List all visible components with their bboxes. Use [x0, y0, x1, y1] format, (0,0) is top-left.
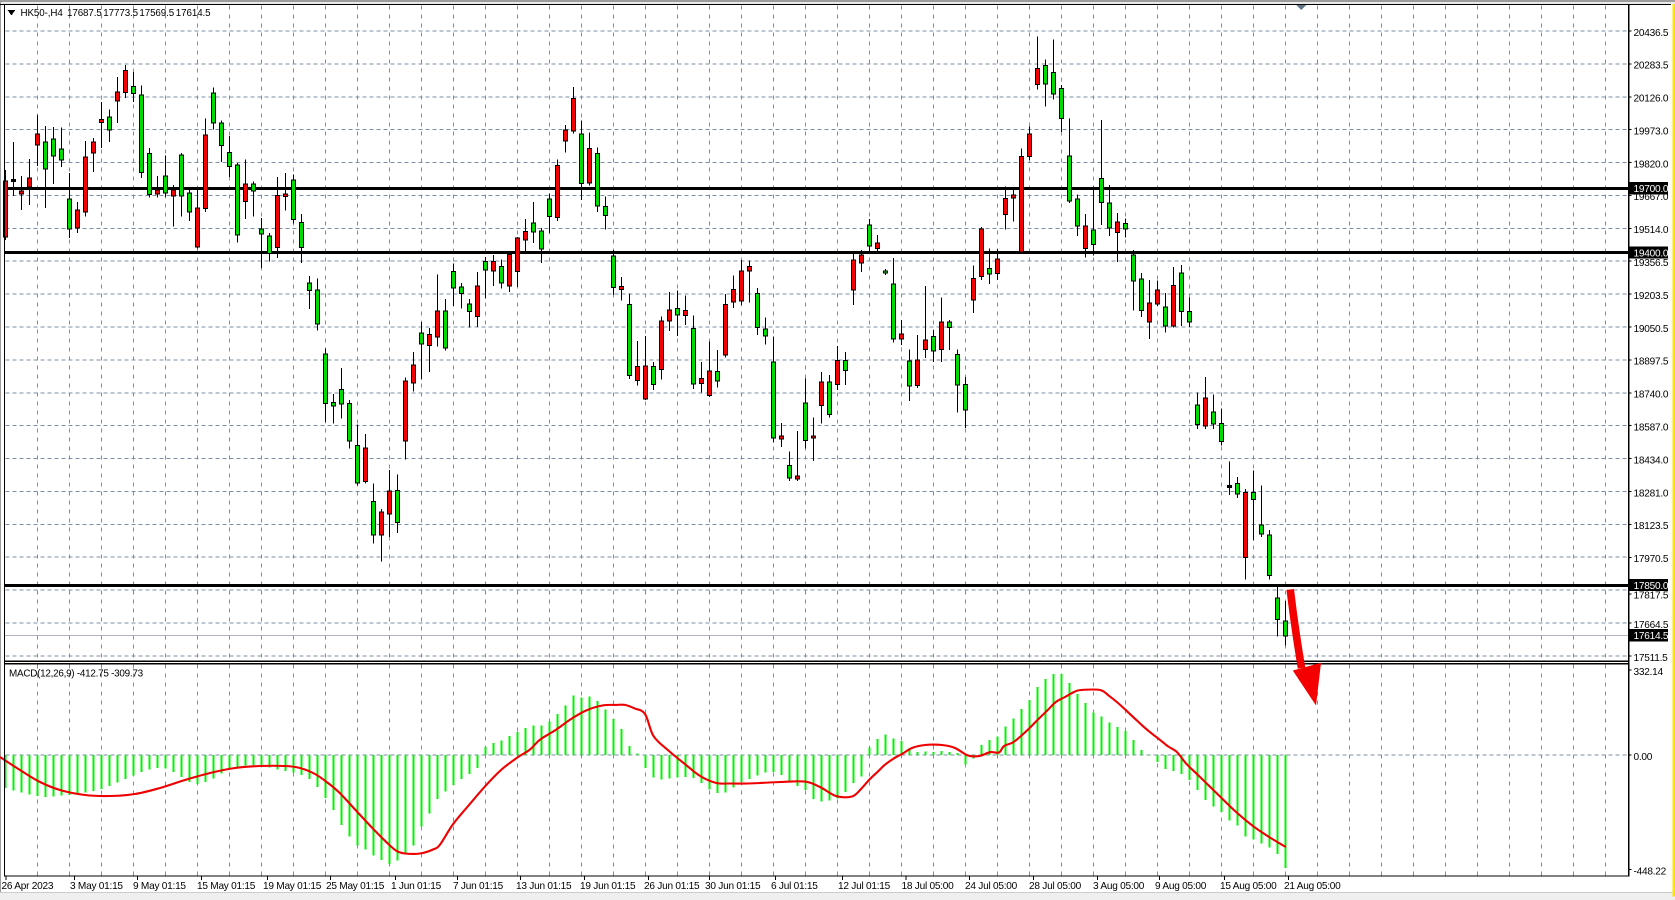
svg-text:19203.5: 19203.5 [1634, 291, 1669, 302]
svg-text:19050.5: 19050.5 [1634, 324, 1669, 335]
svg-text:9 Aug 05:00: 9 Aug 05:00 [1155, 881, 1207, 892]
svg-text:HK50-,H4: HK50-,H4 [21, 8, 64, 19]
svg-text:19514.0: 19514.0 [1634, 225, 1669, 236]
svg-text:19820.0: 19820.0 [1634, 159, 1669, 170]
svg-text:15 Aug 05:00: 15 Aug 05:00 [1220, 881, 1277, 892]
svg-text:26 Apr 2023: 26 Apr 2023 [2, 881, 54, 892]
svg-text:17511.5: 17511.5 [1634, 653, 1669, 664]
svg-text:19 May 01:15: 19 May 01:15 [263, 881, 322, 892]
svg-text:19700.0: 19700.0 [1634, 184, 1669, 195]
svg-text:17970.5: 17970.5 [1634, 554, 1669, 565]
svg-text:-448.22: -448.22 [1634, 866, 1667, 877]
svg-text:12 Jul 01:15: 12 Jul 01:15 [838, 881, 891, 892]
svg-text:18 Jul 05:00: 18 Jul 05:00 [902, 881, 955, 892]
svg-text:17687.5: 17687.5 [67, 8, 102, 19]
svg-text:13 Jun 01:15: 13 Jun 01:15 [516, 881, 572, 892]
svg-text:17569.5: 17569.5 [139, 8, 174, 19]
svg-text:19973.0: 19973.0 [1634, 127, 1669, 138]
svg-text:17614.5: 17614.5 [1634, 631, 1669, 642]
svg-text:332.14: 332.14 [1634, 667, 1664, 678]
svg-text:3 May 01:15: 3 May 01:15 [70, 881, 123, 892]
svg-text:25 May 01:15: 25 May 01:15 [326, 881, 385, 892]
svg-text:MACD(12,26,9) -412.75 -309.73: MACD(12,26,9) -412.75 -309.73 [9, 669, 144, 680]
svg-text:1 Jun 01:15: 1 Jun 01:15 [391, 881, 442, 892]
svg-text:17664.5: 17664.5 [1634, 620, 1669, 631]
svg-text:18434.0: 18434.0 [1634, 455, 1669, 466]
svg-text:24 Jul 05:00: 24 Jul 05:00 [965, 881, 1018, 892]
svg-text:28 Jul 05:00: 28 Jul 05:00 [1029, 881, 1082, 892]
svg-text:19667.0: 19667.0 [1634, 192, 1669, 203]
svg-text:15 May 01:15: 15 May 01:15 [197, 881, 256, 892]
svg-text:20126.0: 20126.0 [1634, 94, 1669, 105]
svg-text:19356.5: 19356.5 [1634, 258, 1669, 269]
svg-text:17817.5: 17817.5 [1634, 591, 1669, 602]
svg-text:18740.0: 18740.0 [1634, 390, 1669, 401]
svg-text:30 Jun 01:15: 30 Jun 01:15 [705, 881, 761, 892]
svg-text:6 Jul 01:15: 6 Jul 01:15 [771, 881, 818, 892]
svg-text:19400.0: 19400.0 [1634, 248, 1669, 259]
svg-text:18281.0: 18281.0 [1634, 488, 1669, 499]
svg-text:9 May 01:15: 9 May 01:15 [133, 881, 186, 892]
svg-text:20436.5: 20436.5 [1634, 28, 1669, 39]
svg-text:19 Jun 01:15: 19 Jun 01:15 [580, 881, 636, 892]
svg-text:21 Aug 05:00: 21 Aug 05:00 [1284, 881, 1341, 892]
svg-text:17850.0: 17850.0 [1634, 581, 1669, 592]
svg-text:18897.5: 18897.5 [1634, 357, 1669, 368]
svg-text:17614.5: 17614.5 [176, 8, 211, 19]
svg-text:0.00: 0.00 [1634, 752, 1653, 763]
svg-text:3 Aug 05:00: 3 Aug 05:00 [1093, 881, 1145, 892]
svg-text:7 Jun 01:15: 7 Jun 01:15 [453, 881, 504, 892]
svg-text:18123.5: 18123.5 [1634, 521, 1669, 532]
svg-text:17773.5: 17773.5 [103, 8, 138, 19]
svg-text:18587.0: 18587.0 [1634, 423, 1669, 434]
svg-text:26 Jun 01:15: 26 Jun 01:15 [644, 881, 700, 892]
svg-text:20283.5: 20283.5 [1634, 61, 1669, 72]
